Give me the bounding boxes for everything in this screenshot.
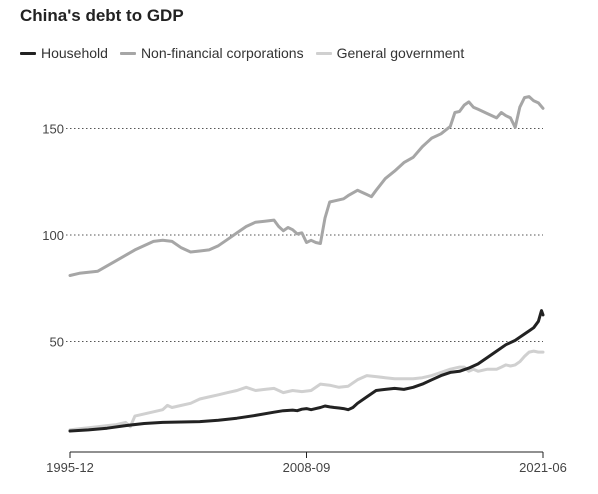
legend-item-government: General government <box>315 45 465 61</box>
series-line-non-financial-corporations <box>68 95 545 277</box>
legend-item-household: Household <box>20 45 108 61</box>
x-tick-label: 2021-06 <box>519 460 567 475</box>
legend-item-corporations: Non-financial corporations <box>119 45 304 61</box>
y-tick-labels: 50 100 150 <box>42 122 64 350</box>
legend-swatch-corporations <box>119 51 136 55</box>
legend: Household Non-financial corporations Gen… <box>20 45 476 61</box>
y-tick-label: 50 <box>50 335 64 350</box>
x-axis: 1995-12 2008-09 2021-06 <box>46 451 567 475</box>
y-tick-label: 150 <box>42 122 64 137</box>
legend-label-corporations: Non-financial corporations <box>140 45 304 61</box>
legend-swatch-government <box>315 51 332 55</box>
x-tick-label: 2008-09 <box>283 460 331 475</box>
y-tick-label: 100 <box>42 228 64 243</box>
series-lines <box>68 95 545 433</box>
legend-label-government: General government <box>336 45 465 61</box>
legend-label-household: Household <box>41 45 108 61</box>
legend-swatch-household <box>20 51 36 55</box>
series-line-household <box>68 309 545 433</box>
x-tick-label: 1995-12 <box>46 460 94 475</box>
chart-title: China's debt to GDP <box>20 6 184 25</box>
series-line-general-government <box>68 349 545 432</box>
